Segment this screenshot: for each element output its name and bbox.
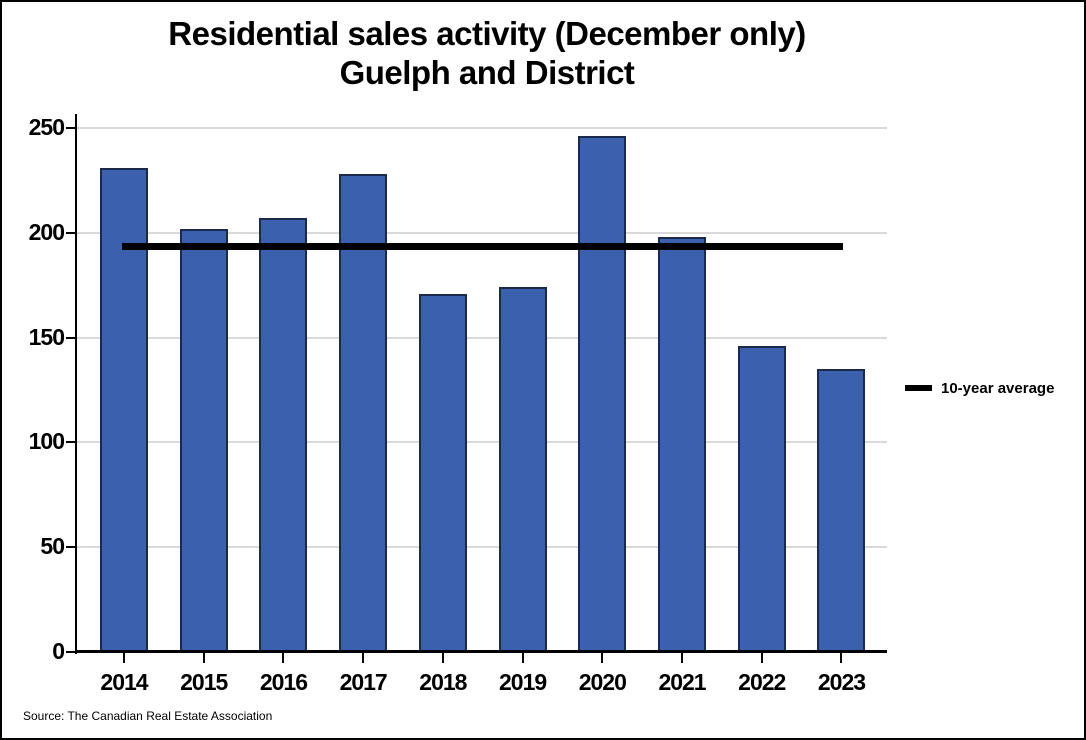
y-axis-tick-50 bbox=[66, 546, 76, 549]
x-axis-line bbox=[76, 650, 887, 653]
y-axis-tick-150 bbox=[66, 336, 76, 339]
bar-2018 bbox=[418, 294, 467, 652]
x-axis-label-2022: 2022 bbox=[738, 669, 786, 695]
x-axis-tick-2020 bbox=[601, 653, 604, 663]
chart-title-line2: Guelph and District bbox=[339, 54, 635, 91]
bar-2023 bbox=[817, 369, 866, 652]
y-axis-tick-100 bbox=[66, 441, 76, 444]
x-axis-tick-2015 bbox=[202, 653, 205, 663]
gridline-200 bbox=[76, 231, 887, 234]
gridline-50 bbox=[76, 546, 887, 549]
x-axis-label-2021: 2021 bbox=[658, 669, 706, 695]
y-axis-label-250: 250 bbox=[28, 114, 65, 140]
x-axis-tick-2014 bbox=[123, 653, 125, 663]
x-axis-label-2018: 2018 bbox=[419, 669, 467, 695]
x-axis-tick-2019 bbox=[521, 653, 524, 663]
y-axis-tick-200 bbox=[66, 231, 76, 234]
bar-2021 bbox=[658, 237, 707, 652]
gridline-100 bbox=[76, 441, 887, 444]
chart-title: Residential sales activity (December onl… bbox=[2, 14, 972, 92]
legend: 10-year average bbox=[905, 376, 1054, 400]
x-axis-label-2017: 2017 bbox=[339, 669, 388, 695]
average-line-swatch-icon bbox=[905, 385, 932, 391]
y-axis-label-150: 150 bbox=[28, 323, 65, 350]
plot-area bbox=[76, 127, 887, 652]
y-axis-label-0: 0 bbox=[52, 638, 65, 664]
x-axis-label-2015: 2015 bbox=[180, 669, 228, 695]
x-axis-label-2020: 2020 bbox=[578, 669, 627, 695]
y-axis-tick-250 bbox=[66, 127, 76, 129]
x-axis-label-2023: 2023 bbox=[817, 669, 866, 695]
bar-2015 bbox=[179, 229, 228, 652]
bar-2019 bbox=[498, 287, 547, 652]
x-axis-label-2019: 2019 bbox=[499, 669, 547, 695]
bar-2017 bbox=[339, 174, 388, 652]
chart-title-line1: Residential sales activity (December onl… bbox=[168, 15, 806, 52]
y-axis-label-200: 200 bbox=[28, 218, 65, 245]
x-axis-tick-2021 bbox=[681, 653, 684, 663]
y-axis-tick-0 bbox=[66, 651, 76, 653]
x-axis-tick-2023 bbox=[840, 653, 843, 663]
gridline-150 bbox=[76, 336, 887, 339]
y-axis-label-100: 100 bbox=[28, 428, 65, 455]
x-axis-label-2014: 2014 bbox=[100, 669, 148, 695]
y-axis-label-50: 50 bbox=[40, 533, 65, 560]
y-axis-line bbox=[75, 114, 77, 654]
bar-2014 bbox=[100, 168, 148, 652]
bar-2016 bbox=[259, 218, 308, 652]
average-line bbox=[122, 242, 844, 250]
bar-2022 bbox=[737, 346, 786, 652]
bar-2020 bbox=[578, 136, 627, 652]
x-axis-tick-2018 bbox=[441, 653, 444, 663]
legend-label: 10-year average bbox=[941, 379, 1055, 397]
x-axis-tick-2022 bbox=[760, 653, 763, 663]
x-axis-label-2016: 2016 bbox=[259, 669, 308, 695]
source-note: Source: The Canadian Real Estate Associa… bbox=[23, 709, 273, 723]
x-axis-tick-2016 bbox=[282, 653, 285, 663]
x-axis-tick-2017 bbox=[362, 653, 365, 663]
gridline-250 bbox=[76, 127, 887, 129]
